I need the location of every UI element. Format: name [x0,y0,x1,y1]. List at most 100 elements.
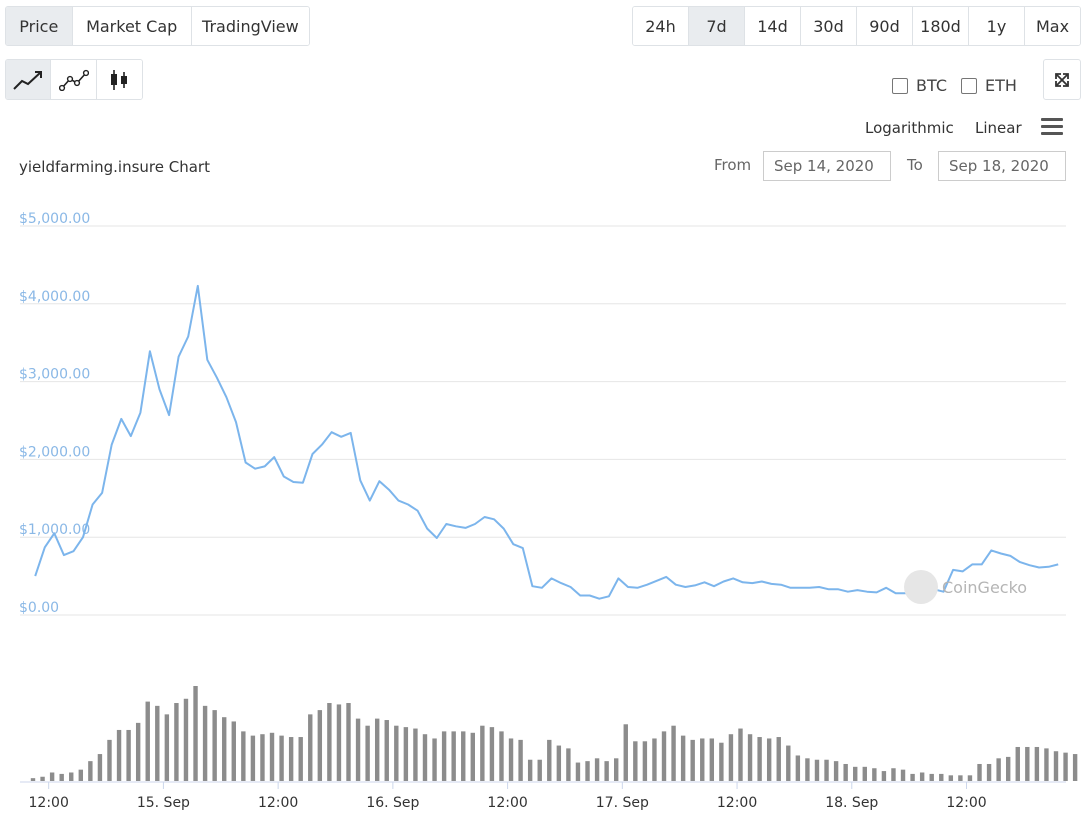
volume-bar [461,731,466,781]
volume-bar [1044,748,1049,781]
range-30d[interactable]: 30d [801,7,857,45]
volume-bar [661,731,667,781]
volume-bar [346,703,351,781]
volume-bar [575,762,581,781]
scale-linear[interactable]: Linear [975,119,1022,137]
volume-bar [604,761,609,781]
x-tick-label: 18. Sep [825,795,878,811]
volume-bar [527,759,533,781]
volume-bar [499,731,504,781]
volume-bar [862,766,867,781]
scatter-line-button[interactable] [51,60,97,99]
volume-bar [910,773,915,781]
volume-bar [814,759,820,781]
chart-type-tabs [5,59,143,100]
volume-bar [900,769,906,781]
volume-bar [489,727,495,781]
volume-bar [566,748,571,781]
price-line [34,284,1059,600]
volume-bar [508,738,514,781]
range-7d[interactable]: 7d [689,7,745,45]
volume-bar [939,773,944,781]
volume-bar [78,769,84,781]
x-tick-label: 12:00 [258,795,298,811]
volume-bar [451,731,456,781]
volume-bar [853,766,858,781]
volume-bar [680,735,686,781]
volume-bar [986,763,992,781]
coingecko-watermark: CoinGecko [904,570,1027,604]
volume-bar [1072,754,1078,781]
coingecko-logo-icon [904,570,938,604]
volume-bar [250,735,256,781]
btc-checkbox-box[interactable] [892,77,908,94]
volume-bar [308,714,313,781]
eth-checkbox[interactable]: ETH [961,76,1017,95]
volume-bar [919,772,925,781]
volume-bar [260,734,265,781]
volume-bar [872,768,877,781]
volume-bar [1034,746,1040,781]
volume-bar [269,732,275,781]
to-date-input[interactable]: Sep 18, 2020 [938,151,1066,181]
volume-bar [384,720,389,781]
volume-bar [298,737,303,781]
volume-bar [1015,746,1020,781]
tab-tradingview[interactable]: TradingView [191,7,309,45]
volume-bar [652,738,657,781]
candlestick-button[interactable] [96,60,142,99]
y-tick-label: $4,000.00 [19,289,90,305]
line-chart-button[interactable] [6,60,52,99]
volume-bar [394,725,399,781]
range-14d[interactable]: 14d [745,7,801,45]
line-chart-icon [13,70,43,90]
scale-logarithmic[interactable]: Logarithmic [865,119,954,137]
volume-bar [88,761,93,781]
volume-bar [355,718,361,781]
volume-bar [623,724,628,781]
y-tick-label: $2,000.00 [19,444,90,460]
volume-bar [833,761,839,781]
x-tick-label: 12:00 [717,795,757,811]
range-90d[interactable]: 90d [857,7,913,45]
y-tick-label: $1,000.00 [19,522,90,538]
fullscreen-button[interactable] [1043,59,1081,100]
volume-bar [614,758,619,781]
range-tabs: 24h 7d 14d 30d 90d 180d 1y Max [632,6,1081,46]
volume-bar [107,739,112,781]
range-max[interactable]: Max [1025,7,1080,45]
volume-bar [69,772,74,781]
volume-bar [585,761,590,781]
range-1y[interactable]: 1y [969,7,1025,45]
from-date-input[interactable]: Sep 14, 2020 [763,151,891,181]
hamburger-menu-icon[interactable] [1041,118,1063,136]
volume-bar [537,759,542,781]
volume-bar [145,701,150,781]
chart-title: yieldfarming.insure Chart [19,158,210,176]
expand-icon [1055,72,1069,87]
range-180d[interactable]: 180d [913,7,969,45]
y-tick-label: $5,000.00 [19,211,90,227]
volume-bar [776,737,781,781]
metric-tabs: Price Market Cap TradingView [5,6,310,46]
tab-market-cap[interactable]: Market Cap [72,7,192,45]
btc-checkbox[interactable]: BTC [892,76,947,95]
volume-bar [241,731,246,781]
volume-bar [97,754,103,781]
volume-bar [1005,756,1011,781]
x-tick-label: 12:00 [946,795,986,811]
x-tick-label: 16. Sep [366,795,419,811]
tab-price[interactable]: Price [6,7,73,45]
volume-bar [642,741,648,781]
volume-bar [1025,746,1030,781]
volume-bar [317,710,323,781]
volume-bar [59,773,64,781]
volume-bar [403,727,409,781]
volume-bar [183,698,189,781]
range-24h[interactable]: 24h [633,7,689,45]
eth-checkbox-box[interactable] [961,77,977,94]
volume-bar [413,728,418,781]
volume-bar [766,738,772,781]
volume-bar [1063,752,1068,781]
